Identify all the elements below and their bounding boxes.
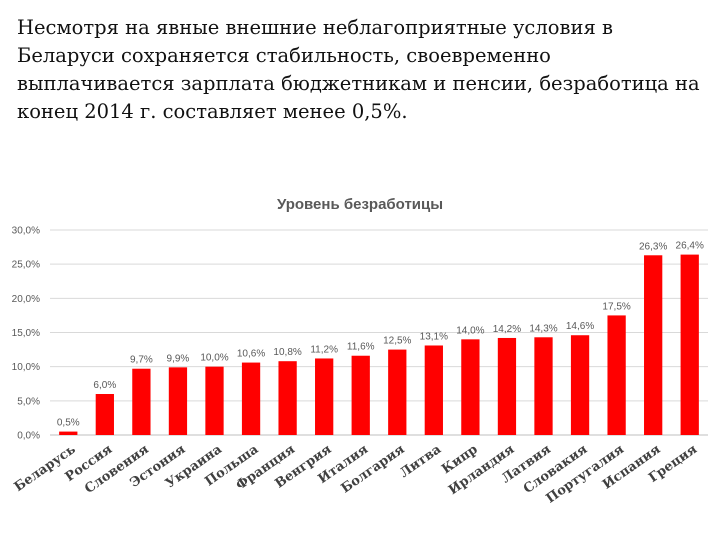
- data-label: 14,2%: [493, 324, 521, 335]
- data-label: 6,0%: [93, 380, 116, 391]
- data-label: 9,9%: [167, 353, 190, 364]
- bar: [607, 315, 626, 435]
- y-tick-label: 30,0%: [12, 226, 40, 237]
- y-tick-label: 20,0%: [12, 294, 40, 305]
- data-label: 10,0%: [200, 353, 228, 364]
- y-tick-label: 5,0%: [17, 396, 40, 407]
- y-tick-label: 10,0%: [12, 362, 40, 373]
- data-label: 11,6%: [347, 342, 375, 353]
- data-label: 14,6%: [566, 321, 594, 332]
- data-label: 26,3%: [639, 241, 667, 252]
- bar: [644, 255, 663, 435]
- chart-plot: 0,0%5,0%10,0%15,0%20,0%25,0%30,0%0,5%Бел…: [12, 226, 708, 507]
- category-label: Литва: [397, 442, 444, 481]
- data-label: 0,5%: [57, 418, 80, 429]
- bar: [59, 431, 78, 435]
- bar: [351, 355, 370, 435]
- y-tick-label: 0,0%: [17, 431, 40, 442]
- bar: [534, 337, 553, 435]
- data-label: 14,0%: [456, 325, 484, 336]
- data-label: 13,1%: [420, 331, 448, 342]
- chart-title: Уровень безработицы: [276, 196, 444, 213]
- bar: [168, 367, 188, 435]
- intro-paragraph: Несмотря на явные внешние неблагоприятны…: [17, 16, 700, 123]
- bar: [388, 349, 407, 435]
- y-tick-label: 15,0%: [12, 328, 40, 339]
- y-tick-label: 25,0%: [12, 260, 40, 271]
- data-label: 9,7%: [130, 355, 153, 366]
- bar: [205, 366, 224, 435]
- bar: [315, 358, 334, 435]
- data-label: 12,5%: [383, 336, 411, 347]
- data-label: 17,5%: [602, 301, 630, 312]
- bar: [132, 368, 151, 435]
- data-label: 10,6%: [237, 349, 265, 360]
- unemployment-chart: Уровень безработицы 0,0% 5,0% 10,0% 15,0% 20…: [0, 188, 720, 540]
- data-label: 26,4%: [676, 241, 704, 252]
- data-label: 11,2%: [310, 344, 338, 355]
- bar: [424, 345, 443, 435]
- bar: [680, 254, 699, 435]
- bar: [570, 335, 590, 435]
- bar: [461, 339, 480, 435]
- data-label: 10,8%: [273, 347, 301, 358]
- bar: [95, 394, 114, 435]
- data-label: 14,3%: [529, 323, 557, 334]
- bar: [278, 361, 297, 435]
- bar: [497, 337, 517, 435]
- bar: [241, 362, 261, 435]
